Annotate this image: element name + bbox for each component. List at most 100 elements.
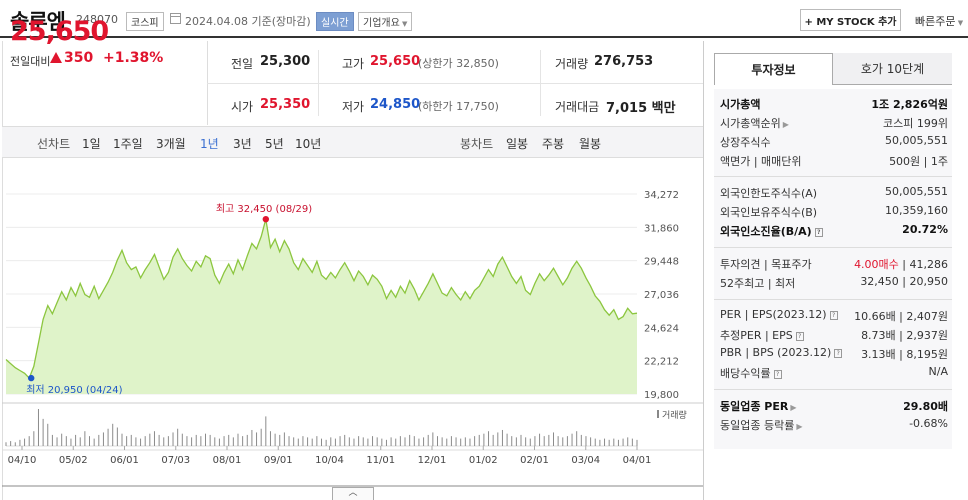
stock-header: [0, 0, 968, 38]
price-line: [5, 219, 638, 380]
volume-legend-swatch: [657, 410, 659, 418]
x-tick-label: 10/04: [315, 455, 344, 466]
period-1y[interactable]: 1년: [200, 137, 219, 151]
y-tick-label: 27,036: [644, 290, 679, 301]
y-tick-label: 34,272: [644, 190, 679, 201]
x-tick-label: 09/01: [264, 455, 293, 466]
max-label: 최고 32,450 (08/29): [216, 203, 312, 215]
candle-daily[interactable]: 일봉: [506, 137, 529, 151]
change-rate: +1.38%: [103, 50, 164, 66]
opinion-value: 4.00매수 | 41,286: [854, 258, 948, 271]
sector-rate-label[interactable]: 동일업종 등락률 ▶: [720, 419, 803, 432]
tab-orderbook[interactable]: 호가 10단계: [833, 53, 952, 85]
price-chart[interactable]: 34,272 31,860 29,448 27,036 24,624 22,212 19,8…: [0, 160, 703, 500]
dividend-value: N/A: [928, 365, 948, 378]
volume-legend-label: 거래량: [662, 409, 687, 421]
period-3m[interactable]: 3개월: [156, 137, 186, 151]
y-tick-label: 24,624: [644, 323, 679, 334]
help-icon[interactable]: ?: [814, 228, 823, 237]
52week-value: 32,450 | 20,950: [860, 275, 948, 288]
amount-label: 거래대금: [555, 100, 600, 114]
sector-per-label[interactable]: 동일업종 PER ▶: [720, 400, 797, 413]
help-icon[interactable]: ?: [834, 349, 843, 358]
open-value: 25,350: [260, 97, 311, 112]
prev-close-value: 25,300: [260, 54, 311, 69]
x-tick-label: 02/01: [520, 455, 549, 466]
foreign-limit-label: 외국인한도주식수(A): [720, 187, 818, 200]
period-5y[interactable]: 5년: [265, 137, 284, 151]
invest-info-panel: 시가총액 1조 2,826억원 시가총액순위 ▶ 코스피 199위 상장주식수 50,0…: [714, 89, 952, 449]
period-10y[interactable]: 10년: [295, 137, 322, 151]
x-tick-label: 08/01: [213, 455, 242, 466]
amount-value: 7,015 백만: [606, 101, 676, 116]
sector-per-value: 29.80배: [903, 400, 948, 413]
mcap-rank-value: 코스피 199위: [883, 117, 948, 130]
pbr-value: 3.13배 | 8,195원: [861, 348, 948, 361]
divider: [207, 83, 703, 84]
candle-weekly[interactable]: 주봉: [542, 137, 565, 151]
upper-limit: (상한가 32,850): [418, 57, 499, 70]
tab-invest-info[interactable]: 투자정보: [714, 53, 833, 85]
period-3y[interactable]: 3년: [233, 137, 252, 151]
shares-label: 상장주식수: [720, 136, 771, 149]
divider: [540, 50, 541, 116]
est-per-label: 추정PER | EPS?: [720, 327, 804, 343]
quick-order-link[interactable]: 빠른주문 ▼: [915, 15, 964, 28]
dividend-label: 배당수익률?: [720, 365, 782, 381]
x-tick-label: 07/03: [161, 455, 190, 466]
divider: [714, 247, 952, 248]
realtime-button[interactable]: 실시간: [316, 12, 354, 31]
high-value: 25,650: [370, 54, 421, 69]
x-tick-label: 04/01: [623, 455, 652, 466]
est-per-value: 8.73배 | 2,937원: [861, 329, 948, 342]
help-icon[interactable]: ?: [795, 332, 804, 341]
y-tick-label: 19,800: [644, 390, 679, 401]
divider: [714, 389, 952, 390]
opinion-label: 투자의견 | 목표주가: [720, 258, 812, 271]
foreign-hold-label: 외국인보유주식수(B): [720, 206, 818, 219]
foreign-rate-label: 외국인소진율(B/A)?: [720, 223, 823, 239]
period-1d[interactable]: 1일: [82, 137, 101, 151]
current-price: 25,650: [10, 16, 109, 47]
chevron-right-icon: ▶: [790, 403, 797, 412]
divider: [714, 176, 952, 177]
low-label: 저가: [342, 100, 365, 114]
x-tick-label: 04/10: [8, 455, 37, 466]
market-badge: 코스피: [126, 12, 164, 31]
chevron-right-icon: ▶: [796, 422, 803, 431]
sector-rate-value: -0.68%: [909, 417, 948, 430]
max-point: [262, 215, 270, 223]
up-arrow-icon: [50, 52, 62, 63]
x-tick-label: 01/02: [469, 455, 498, 466]
left-border: [2, 41, 3, 500]
help-icon[interactable]: ?: [773, 370, 782, 379]
52week-label: 52주최고 | 최저: [720, 277, 796, 290]
min-label: 최저 20,950 (04/24): [26, 384, 122, 396]
low-value: 24,850: [370, 97, 421, 112]
basis-date: 2024.04.08 기준(장마감): [185, 15, 311, 28]
price-area: [6, 219, 637, 394]
x-tick-label: 03/04: [571, 455, 600, 466]
period-1w[interactable]: 1주일: [113, 137, 143, 151]
foreign-limit-value: 50,005,551: [885, 185, 948, 198]
period-selector: 선차트 1일 1주일 3개월 1년 3년 5년 10년 봉차트 일봉 주봉 월봉: [2, 126, 703, 158]
add-mystock-button[interactable]: + MY STOCK 추가: [800, 9, 901, 31]
open-label: 시가: [231, 100, 254, 114]
x-tick-label: 12/01: [418, 455, 447, 466]
price-change: 350: [64, 50, 94, 66]
y-tick-label: 31,860: [644, 223, 679, 234]
y-tick-label: 29,448: [644, 257, 679, 268]
collapse-chart-button[interactable]: ︿: [332, 487, 374, 500]
mcap-value: 1조 2,826억원: [871, 98, 948, 111]
foreign-hold-value: 10,359,160: [885, 204, 948, 217]
help-icon[interactable]: ?: [829, 311, 838, 320]
volume-label: 거래량: [555, 57, 589, 71]
mcap-rank-label[interactable]: 시가총액순위 ▶: [720, 117, 789, 130]
par-value: 500원 | 1주: [889, 155, 948, 168]
candle-monthly[interactable]: 월봉: [579, 137, 602, 151]
per-eps-label: PER | EPS(2023.12)?: [720, 308, 838, 321]
chevron-down-icon: ▼: [399, 20, 408, 28]
company-overview-dropdown[interactable]: 기업개요 ▼: [358, 12, 413, 31]
min-point: [27, 374, 35, 382]
lower-limit: (하한가 17,750): [418, 100, 499, 113]
